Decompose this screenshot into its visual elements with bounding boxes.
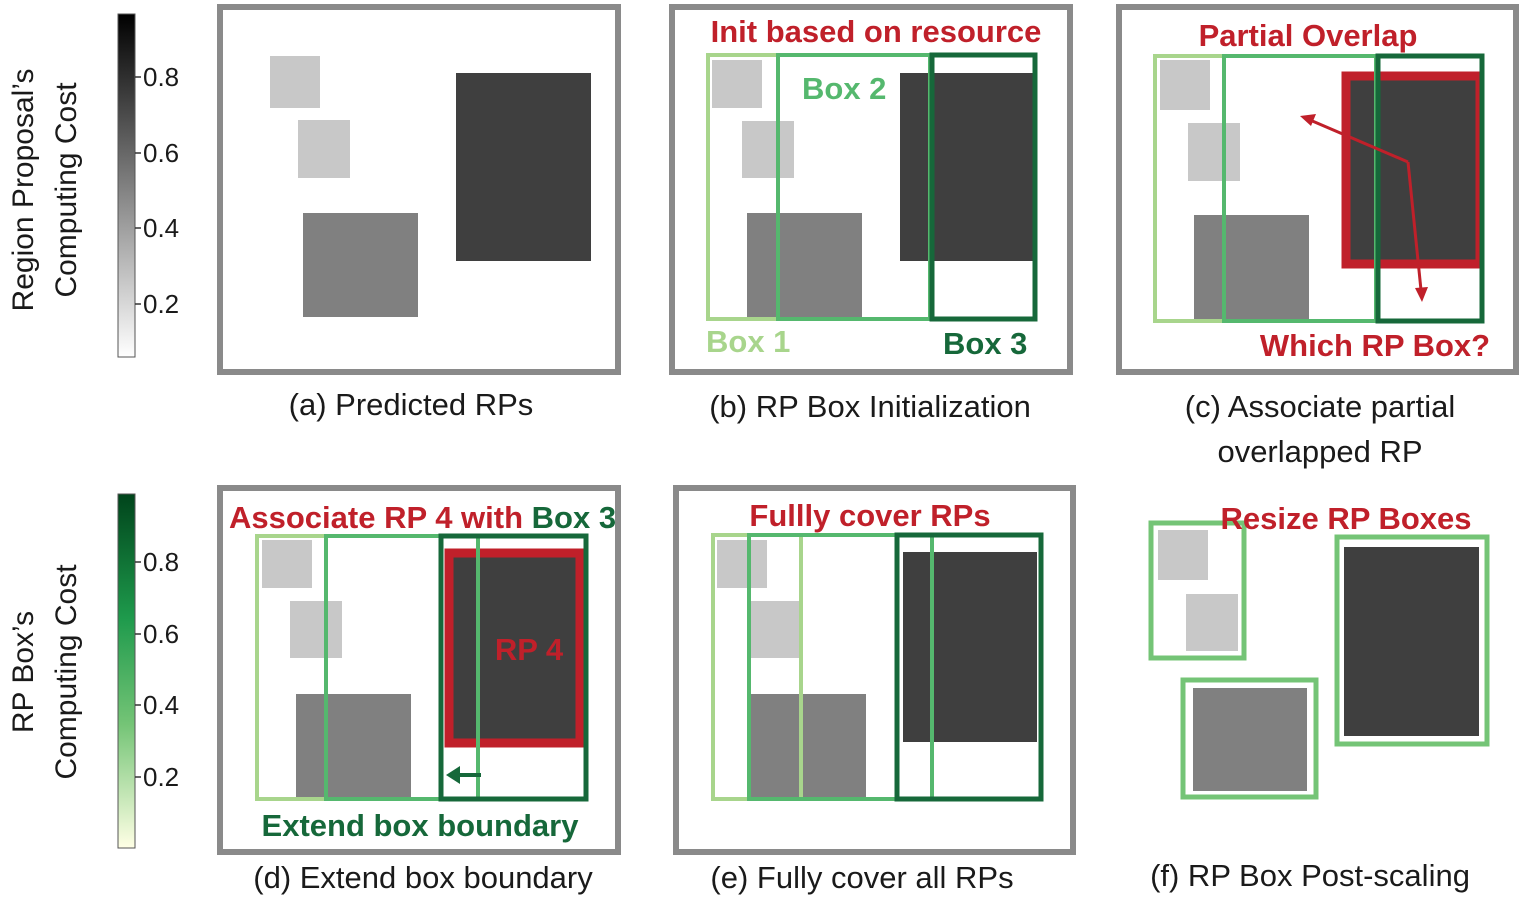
colorbar-box-tick-label: 0.4: [143, 690, 179, 720]
region-proposal: [1188, 123, 1240, 181]
colorbar-rp-tick-label: 0.2: [143, 289, 179, 319]
region-proposal: [1194, 215, 1309, 319]
panel-title: Init based on resource: [711, 14, 1042, 49]
region-proposal: [1193, 688, 1307, 791]
panel-f: Resize RP Boxes (f) RP Box Post-scaling: [1148, 501, 1490, 893]
panel-title: Fullly cover RPs: [749, 498, 990, 533]
region-proposal: [262, 540, 312, 588]
region-proposal-highlighted: [1341, 71, 1485, 269]
panel-b: Init based on resource Box 2 Box 1 Box 3…: [669, 4, 1073, 424]
region-proposal: [290, 601, 342, 658]
region-proposal: [1158, 530, 1208, 580]
rp-box-3-extended: [438, 533, 589, 802]
region-proposal: [747, 213, 862, 317]
arrow-left-icon: [446, 766, 481, 784]
question-arrows: [1300, 114, 1428, 302]
panel-caption: (b) RP Box Initialization: [709, 389, 1031, 424]
box-label: Box 2: [802, 71, 886, 106]
box-label: Box 3: [943, 326, 1027, 361]
colorbar-rp-label-line1: Region Proposal’s: [7, 69, 40, 312]
panel-title: Partial Overlap: [1199, 18, 1418, 53]
colorbar-rp-tick-label: 0.6: [143, 138, 179, 168]
region-proposal: [1160, 60, 1210, 110]
rp-label: RP 4: [495, 632, 564, 667]
colorbar-rp-cost: 0.8 0.6 0.4 0.2 Region Proposal’s Comput…: [7, 13, 179, 358]
panel-d: Associate RP 4 with Box 3 RP 4 Extend bo…: [217, 485, 621, 895]
panel-caption: (d) Extend box boundary: [253, 860, 593, 895]
region-proposal: [296, 694, 411, 798]
colorbar-box-label-line1: RP Box’s: [7, 611, 40, 733]
rp-box-3: [1375, 53, 1485, 324]
panel-caption: (e) Fully cover all RPs: [710, 860, 1013, 895]
colorbar-rp-label-line2: Computing Cost: [50, 82, 83, 298]
region-proposal: [270, 56, 320, 108]
panel-title: Resize RP Boxes: [1221, 501, 1472, 536]
colorbar-box-ticks: 0.8 0.6 0.4 0.2: [135, 547, 179, 792]
colorbar-box-tick-label: 0.8: [143, 547, 179, 577]
rp-box-scaled: [1180, 677, 1319, 800]
box-label: Box 1: [706, 324, 790, 359]
rp-box-scaled: [1148, 520, 1247, 661]
colorbar-box-tick-label: 0.2: [143, 762, 179, 792]
region-proposal: [456, 73, 591, 261]
panel-caption: (f) RP Box Post-scaling: [1150, 858, 1470, 893]
panel-title: Associate RP 4 with Box 3: [229, 500, 616, 535]
region-proposal: [900, 73, 1034, 261]
region-proposal: [903, 552, 1037, 742]
region-proposal: [298, 120, 350, 178]
panel-caption-line1: (c) Associate partial: [1185, 389, 1456, 424]
colorbar-box-cost: 0.8 0.6 0.4 0.2 RP Box’s Computing Cost: [7, 493, 179, 849]
region-proposal: [712, 60, 762, 108]
colorbar-rp-ticks: 0.8 0.6 0.4 0.2: [135, 62, 179, 319]
region-proposal-rp4: [444, 548, 585, 748]
panel-caption-line2: overlapped RP: [1217, 434, 1422, 469]
panel-c: Partial Overlap Which RP Box? (c) Associ…: [1116, 4, 1519, 469]
region-proposal: [742, 121, 794, 178]
rp-box-2: [747, 533, 934, 801]
question-label: Which RP Box?: [1260, 328, 1490, 363]
colorbar-box-label-line2: Computing Cost: [50, 564, 83, 780]
panel-caption: (a) Predicted RPs: [289, 387, 534, 422]
colorbar-rp-tick-label: 0.4: [143, 213, 179, 243]
region-proposal: [1186, 594, 1238, 651]
extend-label: Extend box boundary: [262, 808, 580, 843]
rp-box-3: [894, 532, 1044, 802]
panel-a: (a) Predicted RPs: [217, 4, 621, 422]
colorbar-rp-tick-label: 0.8: [143, 62, 179, 92]
rp-box-2: [324, 534, 480, 801]
panel-e: Fullly cover RPs (e) Fully cover all RPs: [673, 485, 1076, 895]
region-proposal: [717, 540, 767, 588]
rp-box-scaled: [1334, 534, 1490, 747]
rp-box-3: [929, 52, 1038, 322]
panel-title-red: Associate RP 4 with: [229, 500, 532, 535]
region-proposal: [1344, 547, 1479, 736]
panel-title-green: Box 3: [532, 500, 616, 535]
region-proposal: [303, 213, 418, 317]
colorbar-box-tick-label: 0.6: [143, 619, 179, 649]
region-proposal: [751, 694, 866, 798]
region-proposal: [747, 601, 799, 658]
